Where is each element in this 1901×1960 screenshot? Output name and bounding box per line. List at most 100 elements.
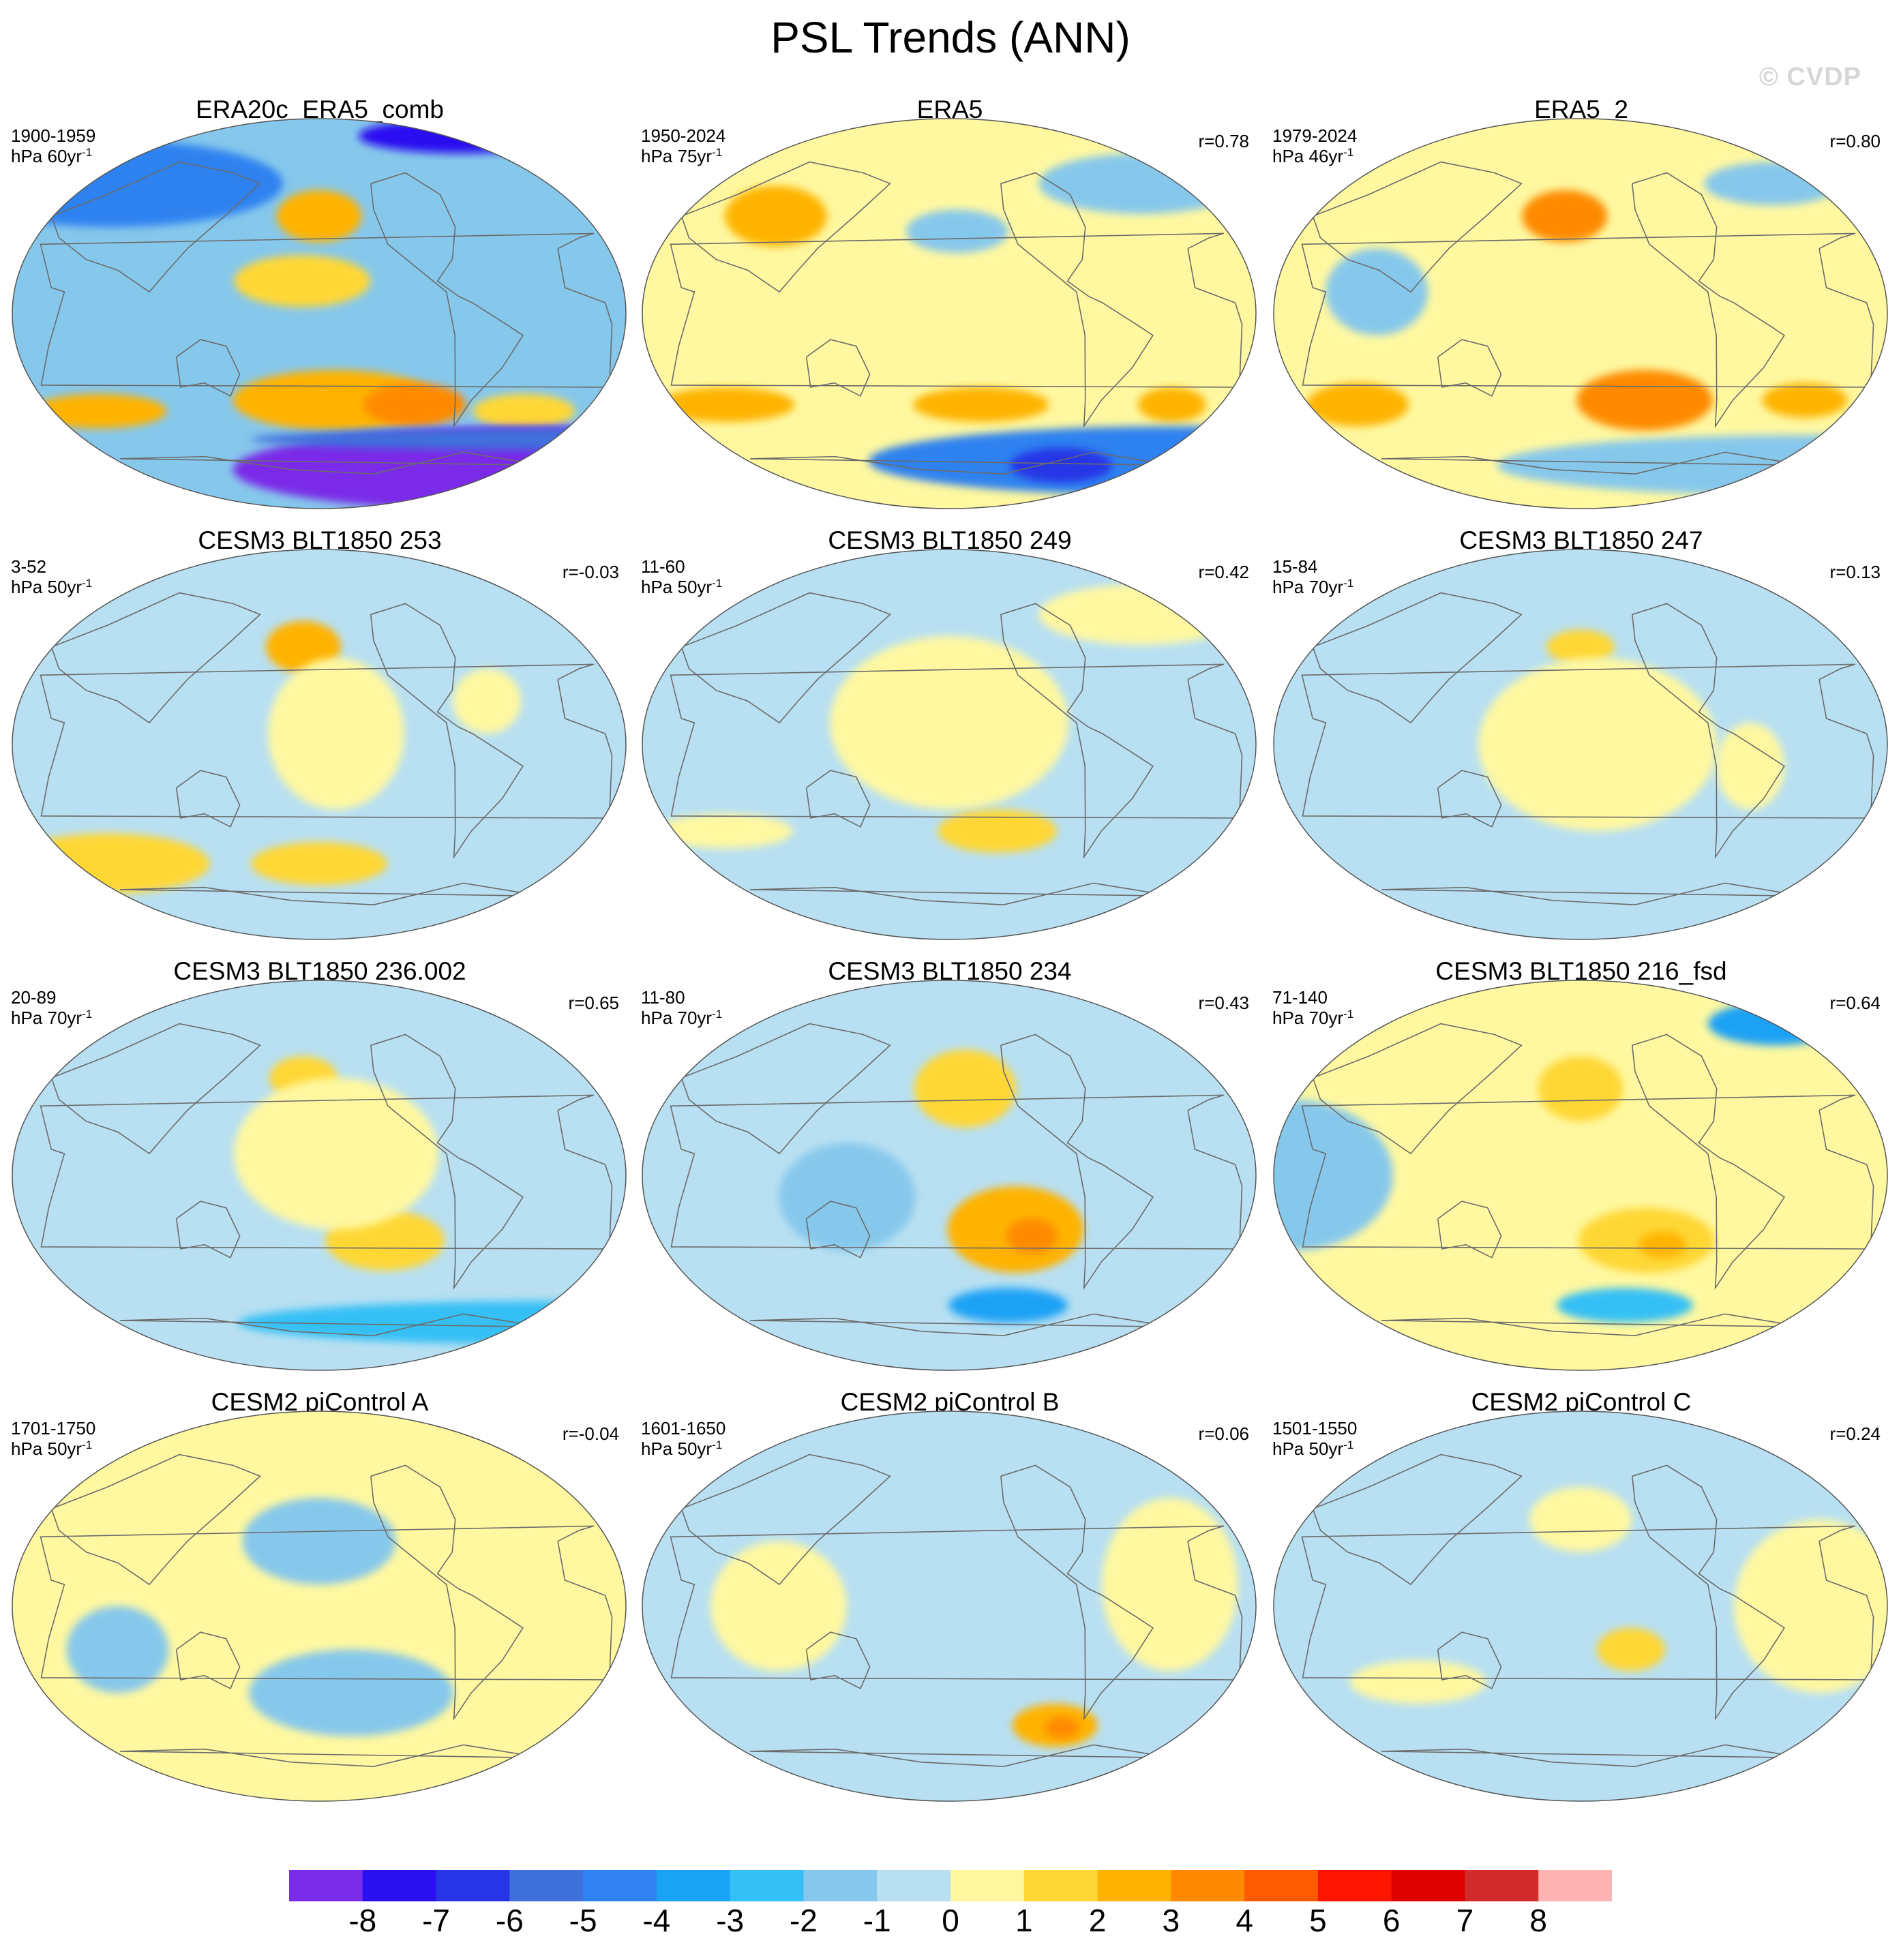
panel-period: 1979-2024 — [1272, 125, 1358, 146]
trend-contour — [1009, 448, 1112, 483]
panel-units-exponent: -1 — [712, 1008, 723, 1021]
colorbar-tick-label: 3 — [1162, 1903, 1180, 1938]
panel-units: hPa 60yr-1 — [11, 146, 92, 166]
colorbar-tick-label: 5 — [1309, 1903, 1327, 1938]
trend-map — [642, 118, 1257, 509]
coastline — [1312, 592, 1523, 724]
colorbar-tick-label: 1 — [1015, 1903, 1033, 1938]
trend-contour — [937, 809, 1057, 853]
trend-contour — [779, 1143, 916, 1252]
map-panel: ERA5_2 1979-2024 hPa 46yr-1 r=0.80 — [1271, 95, 1891, 532]
coastline — [370, 1034, 524, 1291]
trend-contour — [12, 833, 210, 894]
map-border — [642, 549, 1257, 940]
panel-units-text: hPa 50yr — [11, 577, 83, 597]
panel-period: 11-60 — [641, 556, 685, 577]
colorbar-swatch — [436, 1870, 510, 1901]
coastline — [1632, 603, 1785, 860]
panel-units-text: hPa 50yr — [11, 1438, 83, 1459]
colorbar-swatch — [803, 1870, 878, 1901]
coastline — [1000, 172, 1154, 429]
panel-units-exponent: -1 — [82, 1438, 93, 1451]
panel-units-text: hPa 46yr — [1272, 146, 1344, 166]
trend-contour — [267, 657, 404, 810]
map-border — [1273, 980, 1888, 1371]
panel-units: hPa 50yr-1 — [1272, 1438, 1353, 1459]
coastline — [40, 663, 613, 819]
panel-period: 1601-1650 — [641, 1418, 726, 1438]
panel-correlation: r=0.64 — [1829, 993, 1881, 1013]
trend-map — [1273, 980, 1888, 1371]
trend-contour — [1045, 1717, 1079, 1738]
colorbar-swatch — [730, 1870, 804, 1901]
panel-units: hPa 46yr-1 — [1272, 146, 1353, 166]
coastline — [370, 603, 524, 860]
colorbar-swatch — [1244, 1870, 1319, 1901]
panel-period: 71-140 — [1272, 987, 1328, 1008]
coastline — [805, 1201, 871, 1258]
trend-contour — [1478, 657, 1717, 832]
colorbar-swatch — [656, 1870, 731, 1901]
trend-contour — [1556, 1288, 1693, 1323]
coastline — [1437, 1631, 1502, 1689]
map-panel: ERA5 1950-2024 hPa 75yr-1 r=0.78 — [640, 95, 1260, 532]
map-panel: CESM3 BLT1850 249 11-60 hPa 50yr-1 r=0.42 — [640, 526, 1260, 963]
coastline — [670, 1094, 1243, 1250]
coastline — [175, 770, 241, 828]
trend-map — [642, 980, 1257, 1371]
colorbar-swatch — [1097, 1870, 1171, 1901]
coastline — [680, 592, 891, 724]
coastline — [40, 232, 613, 388]
map-border — [12, 118, 627, 509]
colorbar-tick-label: 0 — [942, 1903, 959, 1938]
panel-units-exponent: -1 — [1343, 1008, 1354, 1021]
coastline — [1000, 603, 1154, 860]
trend-contour — [1546, 629, 1615, 665]
trend-contour — [233, 1078, 438, 1230]
coastline — [1301, 1525, 1874, 1680]
coastline — [805, 770, 871, 828]
colorbar-tick-label: 4 — [1236, 1903, 1253, 1938]
trend-contour — [1596, 1627, 1665, 1672]
panel-units: hPa 70yr-1 — [1272, 577, 1353, 597]
panel-correlation: r=0.42 — [1198, 562, 1249, 582]
trend-contour — [242, 1498, 396, 1585]
coastline — [670, 232, 1243, 388]
map-panel: CESM2 piControl C 1501-1550 hPa 50yr-1 r=0.… — [1271, 1388, 1891, 1824]
colorbar-swatch — [1538, 1870, 1612, 1901]
trend-contour — [1326, 248, 1428, 335]
colorbar-tick-label: -3 — [716, 1903, 745, 1938]
colorbar-tick-label: -7 — [422, 1903, 450, 1938]
figure-title: PSL Trends (ANN) — [770, 13, 1131, 62]
trend-map — [12, 549, 627, 940]
panel-units: hPa 50yr-1 — [641, 1438, 722, 1459]
colorbar-tick-label: -4 — [642, 1903, 671, 1938]
coastline — [1632, 1034, 1785, 1291]
panel-units-text: hPa 50yr — [641, 1438, 713, 1459]
coastline — [1301, 663, 1874, 819]
map-panel: CESM3 BLT1850 247 15-84 hPa 70yr-1 r=0.13 — [1271, 526, 1891, 963]
colorbar-swatch — [1391, 1870, 1465, 1901]
coastline — [40, 1525, 613, 1680]
map-border — [642, 1411, 1257, 1802]
panel-period: 11-80 — [641, 987, 685, 1008]
trend-contour — [473, 393, 575, 429]
panel-correlation: r=-0.03 — [562, 562, 619, 582]
map-border — [1273, 1411, 1888, 1802]
panel-units-exponent: -1 — [82, 146, 93, 159]
coastline — [680, 1023, 891, 1155]
colorbar-tick-label: 8 — [1529, 1903, 1548, 1938]
map-panel: CESM2 piControl B 1601-1650 hPa 50yr-1 r=0.… — [640, 1388, 1260, 1824]
trend-contour — [1038, 153, 1244, 214]
colorbar-tick-label: 7 — [1456, 1903, 1474, 1938]
trend-contour — [1137, 387, 1206, 422]
coastline — [1437, 1201, 1502, 1258]
panel-units: hPa 70yr-1 — [11, 1008, 92, 1028]
coastline — [1632, 1464, 1785, 1721]
panel-units-exponent: -1 — [82, 577, 93, 590]
coastline — [1301, 1094, 1874, 1250]
map-panel: ERA20c_ERA5_comb 1900-1959 hPa 60yr-1 — [10, 95, 630, 532]
panel-period: 15-84 — [1272, 556, 1318, 577]
coastline — [1312, 1453, 1523, 1586]
coastline — [670, 663, 1243, 819]
